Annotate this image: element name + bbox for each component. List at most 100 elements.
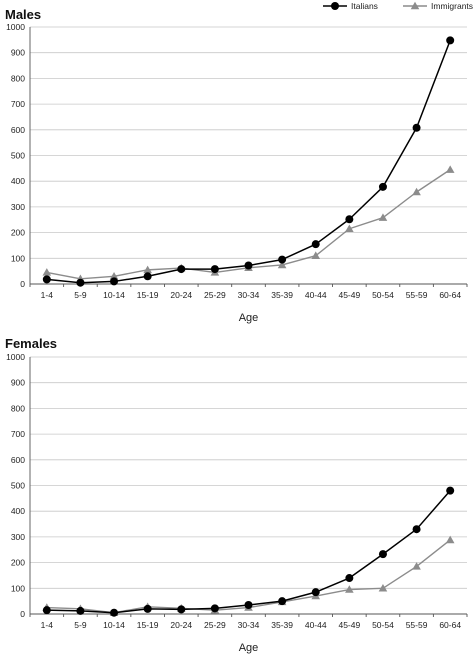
males-x-tick-label: 60-64 [439,290,461,300]
females-italians-point [378,550,387,559]
males-x-tick-label: 35-39 [271,290,293,300]
females-x-tick-label: 50-54 [372,620,394,630]
females-italians-point [345,574,354,583]
males-x-tick-label: 50-54 [372,290,394,300]
females-italians-point [210,604,219,613]
males-x-tick-label: 5-9 [74,290,87,300]
females-italians-point [278,597,287,606]
legend: Italians Immigrants [323,1,473,11]
females-x-tick-label: 60-64 [439,620,461,630]
males-y-tick-label: 500 [11,151,25,161]
females-italians-point [143,604,152,613]
females-immigrants-point [378,584,388,592]
males-x-tick-label: 45-49 [338,290,360,300]
males-italians-point [244,261,253,270]
males-x-tick-label: 10-14 [103,290,125,300]
males-y-tick-label: 800 [11,73,25,83]
females-italians-point [244,601,253,610]
males-italians-line [46,40,451,284]
legend-immigrants-marker [410,1,420,10]
females-x-tick-label: 35-39 [271,620,293,630]
males-immigrants-point [42,268,52,276]
males-y-tick-label: 600 [11,125,25,135]
females-chart-title: Females [5,336,57,351]
females-x-tick-label: 40-44 [305,620,327,630]
males-y-tick-label: 0 [20,279,25,289]
females-immigrants-point [345,585,354,593]
females-y-tick-label: 600 [11,455,25,465]
males-y-tick-label: 200 [11,228,25,238]
females-x-tick-label: 45-49 [338,620,360,630]
males-immigrants-point [109,271,119,280]
males-y-tick-label: 900 [11,48,25,58]
males-immigrants-point [378,213,388,221]
females-y-tick-label: 400 [11,506,25,516]
females-immigrants-point [445,535,455,544]
females-x-tick-label: 25-29 [204,620,226,630]
females-italians-point [76,606,85,615]
males-x-axis-title: Age [239,312,259,324]
males-y-tick-label: 700 [11,99,25,109]
females-y-tick-label: 1000 [6,352,25,362]
legend-italians-label: Italians [351,1,378,11]
males-immigrants-point [412,187,421,196]
females-panel: Females 0 100 200 300 400 500 600 700 800 900 1000 1… [5,336,468,654]
males-italians-point [345,215,354,224]
females-italians-point [177,605,186,614]
males-immigrants-point [143,265,152,274]
females-x-tick-label: 15-19 [137,620,159,630]
females-y-tick-label: 0 [20,609,25,619]
females-y-tick-label: 100 [11,583,25,593]
females-x-tick-label: 20-24 [170,620,192,630]
females-x-tick-label: 1-4 [41,620,54,630]
females-y-tick-label: 900 [11,378,25,388]
females-x-tick-label: 30-34 [238,620,260,630]
males-italians-point [378,182,387,191]
males-chart-title: Males [5,7,41,22]
males-y-tick-label: 1000 [6,22,25,32]
females-x-axis-title: Age [239,642,259,654]
females-immigrants-point [412,562,421,570]
females-y-tick-label: 700 [11,429,25,439]
males-x-tick-label: 20-24 [170,290,192,300]
males-immigrants-point [277,260,287,269]
females-y-tick-label: 200 [11,558,25,568]
females-italians-point [446,486,455,495]
males-italians-point [143,272,152,281]
males-x-tick-label: 30-34 [238,290,260,300]
females-italians-line [46,490,451,614]
females-x-tick-label: 10-14 [103,620,125,630]
males-italians-point [278,255,287,264]
females-italians-point [412,525,421,534]
males-italians-point [177,265,186,274]
males-x-tick-label: 1-4 [41,290,54,300]
males-x-tick-label: 55-59 [406,290,428,300]
males-italians-point [412,123,421,132]
males-italians-point [210,265,219,274]
females-x-tick-label: 5-9 [74,620,87,630]
females-italians-point [42,606,51,615]
males-italians-point [446,36,455,45]
females-x-tick-label: 55-59 [406,620,428,630]
males-immigrants-point [311,251,321,259]
legend-immigrants-label: Immigrants [431,1,473,11]
females-italians-point [311,588,320,597]
males-x-tick-label: 25-29 [204,290,226,300]
males-immigrants-point [345,224,354,232]
males-immigrants-point [445,165,455,173]
legend-italians-marker [331,2,339,10]
females-y-tick-label: 800 [11,403,25,413]
males-x-tick-label: 15-19 [137,290,159,300]
males-y-tick-label: 400 [11,176,25,186]
males-italians-point [42,275,51,284]
females-italians-point [110,608,119,617]
males-italians-point [311,240,320,249]
males-italians-point [110,277,119,286]
females-y-tick-label: 300 [11,532,25,542]
males-panel: Males 0 100 200 300 400 500 600 700 800 900 1000 1-4… [5,1,473,324]
males-italians-point [76,278,85,287]
males-y-tick-label: 300 [11,202,25,212]
females-y-tick-label: 500 [11,481,25,491]
